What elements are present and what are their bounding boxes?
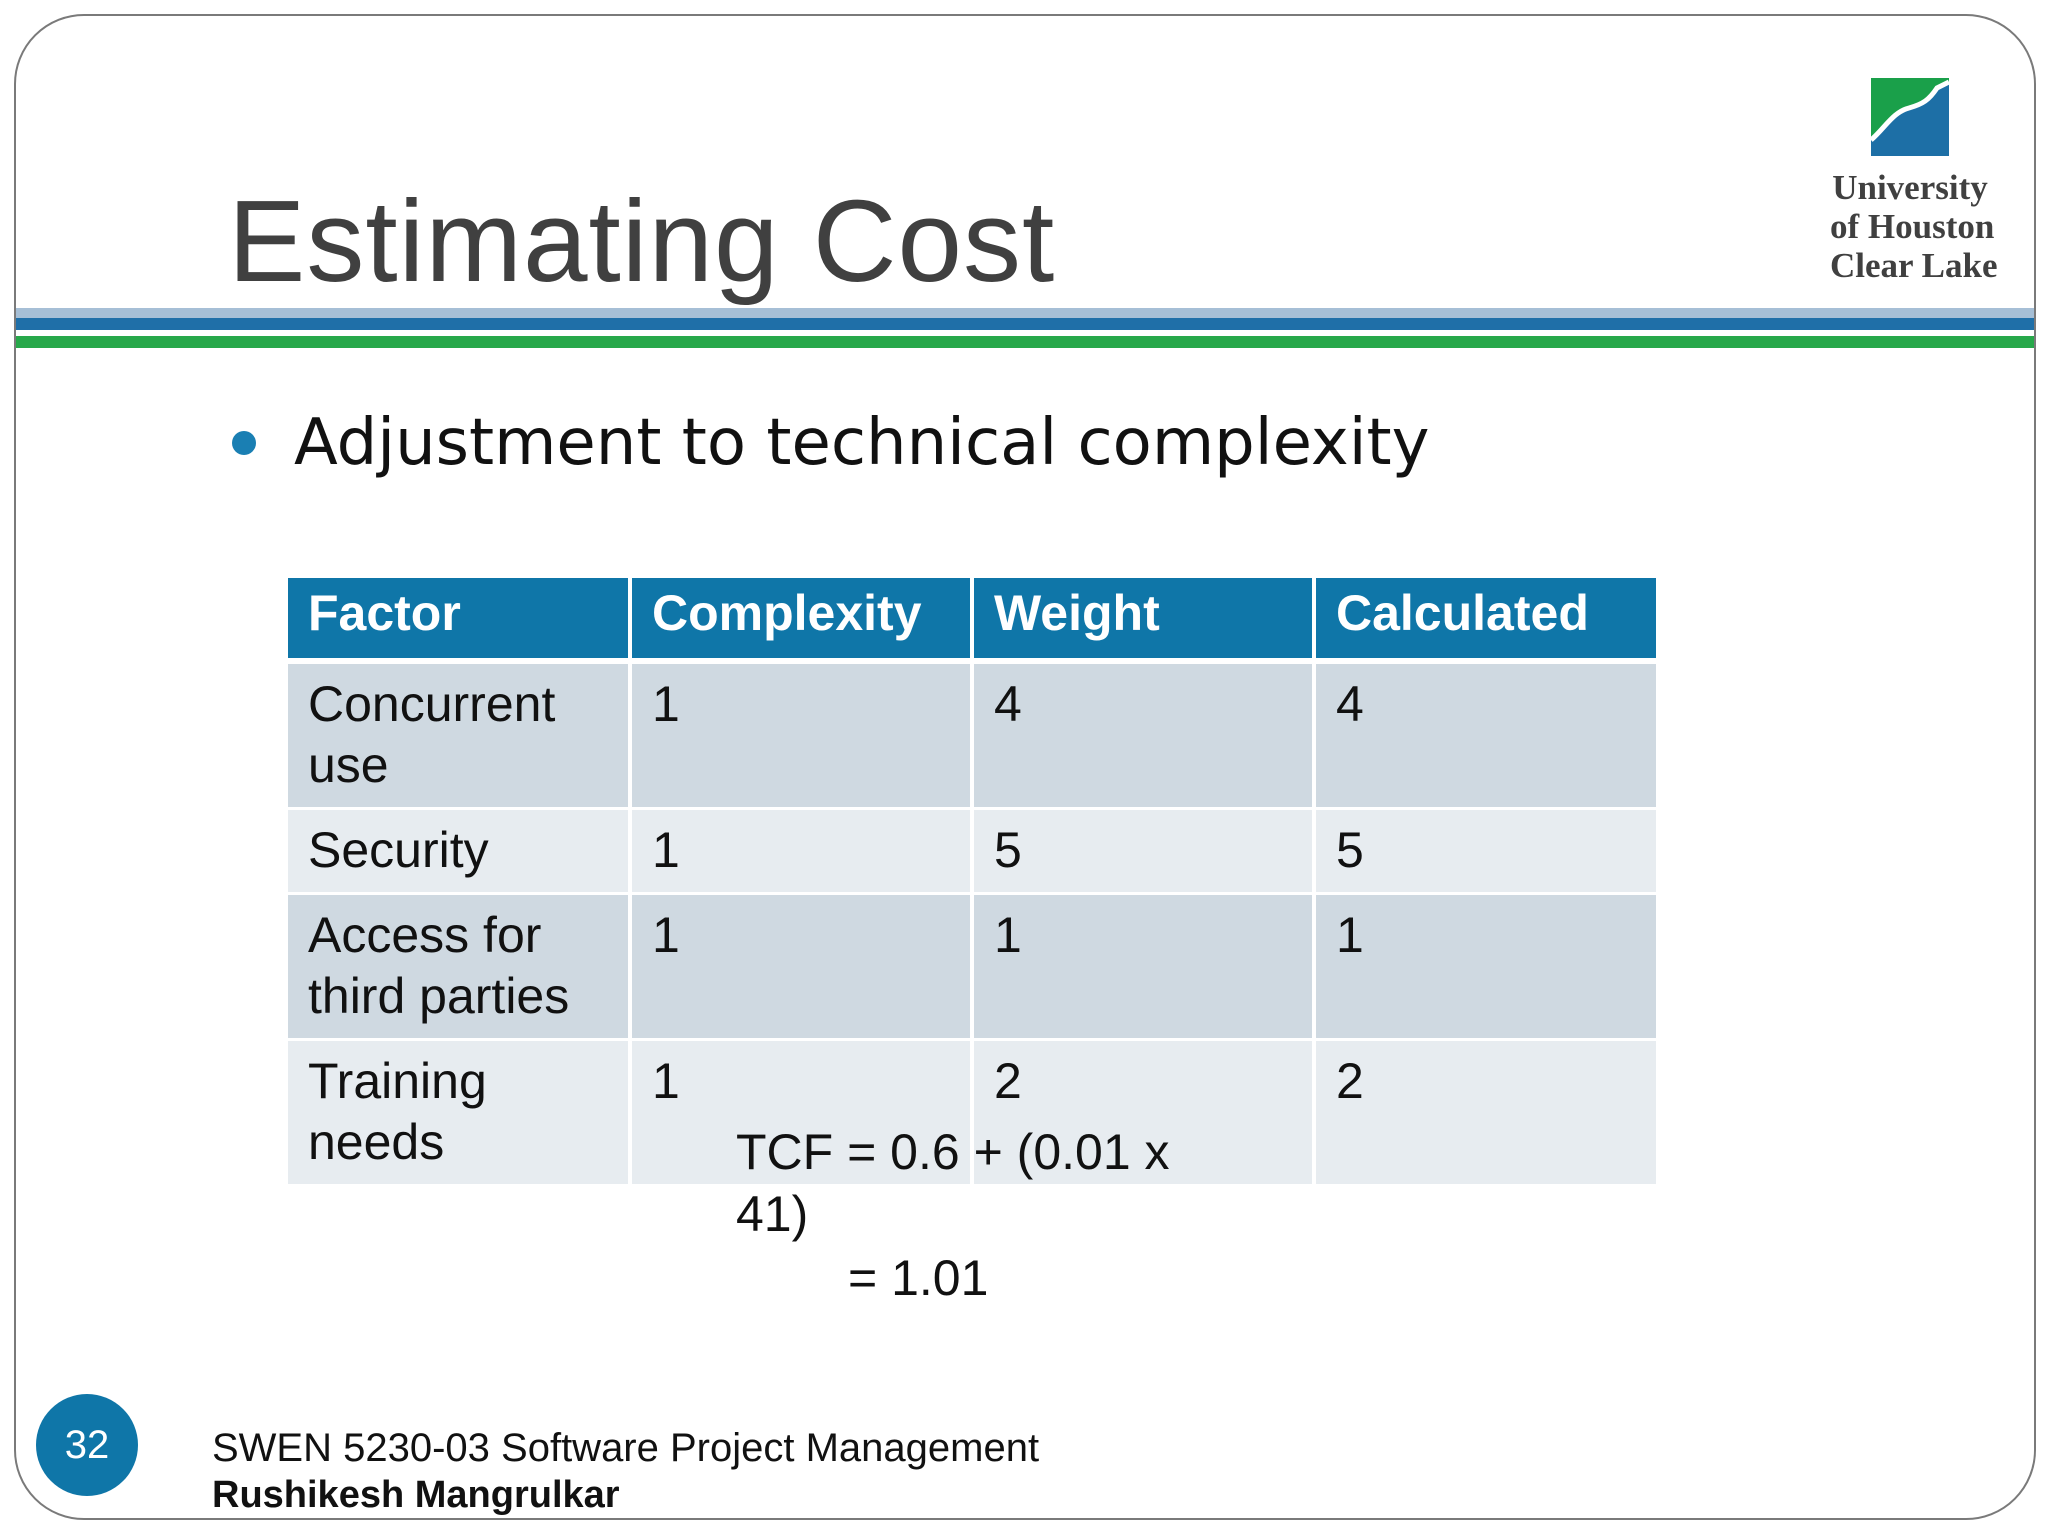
university-logo: University of Houston Clear Lake <box>1830 78 1998 285</box>
header-band-blue <box>16 318 2034 330</box>
table-row: Security 1 5 5 <box>288 808 1656 895</box>
logo-line: University <box>1832 168 1988 207</box>
page-number-badge: 32 <box>36 1394 138 1496</box>
header-band-light <box>16 308 2034 318</box>
factor-line: Training <box>308 1053 487 1109</box>
formula-line: 41) <box>736 1186 809 1242</box>
calculated-cell: 1 <box>1314 893 1656 1041</box>
factor-cell: Access for third parties <box>288 893 632 1041</box>
factor-line: needs <box>308 1114 445 1170</box>
complexity-cell: 1 <box>630 808 974 895</box>
technical-factor-table: Factor Complexity Weight Calculated Conc… <box>288 578 1656 1187</box>
factor-cell: Concurrent use <box>288 661 632 810</box>
calculated-cell: 4 <box>1314 661 1656 810</box>
column-header-factor: Factor <box>288 578 632 664</box>
bullet-dot-icon <box>232 431 256 455</box>
header-band-gap <box>16 330 2034 336</box>
complexity-cell: 1 <box>630 661 974 810</box>
factor-line: Security <box>308 822 489 878</box>
weight-cell: 1 <box>972 893 1316 1041</box>
slide: Estimating Cost University of Houston Cl… <box>14 14 2036 1520</box>
factor-line: use <box>308 737 389 793</box>
footer-author: Rushikesh Mangrulkar <box>212 1474 620 1516</box>
table-row: Training needs 1 2 2 <box>288 1039 1656 1187</box>
formula-line: TCF = 0.6 + (0.01 x <box>736 1124 1170 1180</box>
calculated-cell: 5 <box>1314 808 1656 895</box>
logo-mark-icon <box>1871 78 1949 156</box>
weight-cell: 5 <box>972 808 1316 895</box>
factor-line: Access for <box>308 907 542 963</box>
factor-cell: Security <box>288 808 632 895</box>
complexity-cell: 1 <box>630 893 974 1041</box>
slide-title: Estimating Cost <box>228 176 1056 306</box>
table-row: Access for third parties 1 1 1 <box>288 893 1656 1041</box>
factor-line: third parties <box>308 968 570 1024</box>
weight-cell: 4 <box>972 661 1316 810</box>
calculated-cell: 2 <box>1314 1039 1656 1187</box>
logo-line: of Houston <box>1830 207 1995 246</box>
footer-course: SWEN 5230-03 Software Project Management <box>212 1426 1040 1470</box>
column-header-weight: Weight <box>972 578 1316 664</box>
logo-line: Clear Lake <box>1830 246 1998 285</box>
column-header-complexity: Complexity <box>630 578 974 664</box>
factor-cell: Training needs <box>288 1039 632 1187</box>
bullet-item: Adjustment to technical complexity <box>232 406 1429 480</box>
slide-footer: SWEN 5230-03 Software Project Management… <box>212 1424 1039 1518</box>
header-band-green <box>16 336 2034 348</box>
formula-result: = 1.01 <box>848 1250 989 1306</box>
column-header-calculated: Calculated <box>1314 578 1656 664</box>
logo-wordmark: University of Houston Clear Lake <box>1830 168 1998 285</box>
complexity-cell: 1 <box>630 1039 974 1187</box>
table-header-row: Factor Complexity Weight Calculated <box>288 578 1656 664</box>
tcf-formula: TCF = 0.6 + (0.01 x 41) = 1.01 <box>736 1121 1170 1309</box>
weight-cell: 2 <box>972 1039 1316 1187</box>
factor-line: Concurrent <box>308 676 556 732</box>
bullet-text: Adjustment to technical complexity <box>294 406 1430 480</box>
table-row: Concurrent use 1 4 4 <box>288 661 1656 810</box>
